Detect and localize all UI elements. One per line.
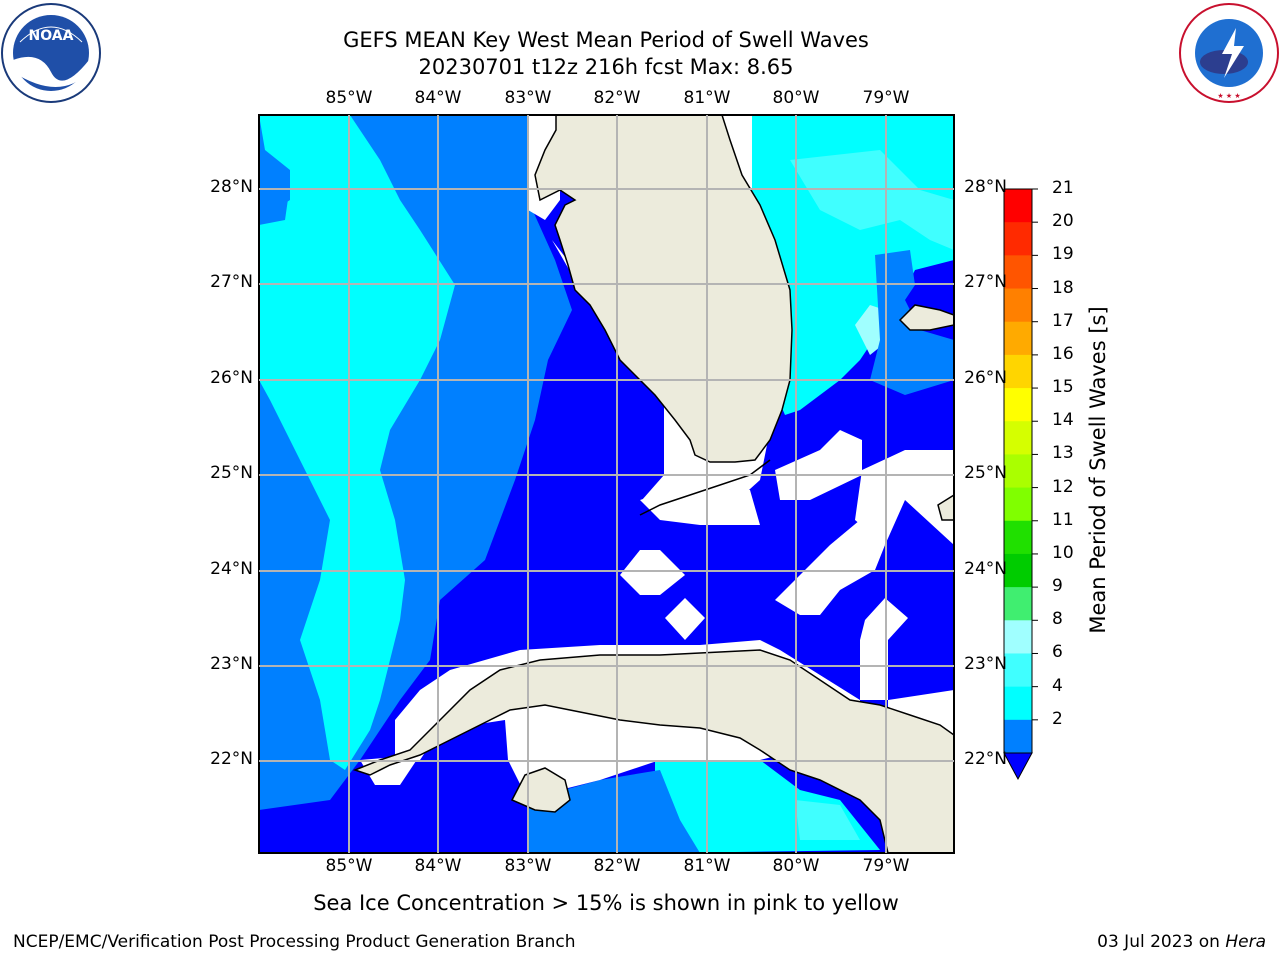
cuba-landmass — [352, 649, 954, 853]
colorbar-band — [1004, 354, 1032, 389]
credit-line: NCEP/EMC/Verification Post Processing Pr… — [13, 932, 576, 952]
lat-label-right: 26°N — [964, 368, 1007, 388]
florida-landmass — [534, 115, 793, 463]
lon-label-bottom: 83°W — [504, 856, 552, 876]
lat-label-left: 27°N — [210, 272, 253, 292]
lon-label-top: 85°W — [325, 88, 373, 108]
lat-label-right: 24°N — [964, 559, 1007, 579]
band-2-4-south — [528, 770, 700, 853]
lat-label-left: 25°N — [210, 463, 253, 483]
colorbar-extend-arrow — [1003, 752, 1033, 781]
band-6-8-south — [795, 800, 860, 840]
lat-label-right: 27°N — [964, 272, 1007, 292]
colorbar-tick-label: 15 — [1052, 377, 1074, 398]
colorbar-tick-label: 13 — [1052, 443, 1074, 464]
colorbar-frame — [1003, 188, 1033, 754]
colorbar-tick-label: 9 — [1052, 576, 1063, 597]
colorbar-band — [1004, 454, 1032, 489]
colorbar-band — [1004, 388, 1032, 422]
noaa-logo: NOAA — [1, 3, 101, 103]
map-subtitle: 20230701 t12z 216h fcst Max: 8.65 — [418, 55, 794, 79]
lon-label-top: 82°W — [593, 88, 641, 108]
graticule — [259, 115, 954, 853]
lon-label-bottom: 82°W — [593, 856, 641, 876]
colorbar — [1003, 188, 1038, 781]
lon-label-bottom: 84°W — [414, 856, 462, 876]
svg-text:★ ★ ★: ★ ★ ★ — [1217, 92, 1240, 100]
date-stamp: 03 Jul 2023 on Hera — [1097, 932, 1266, 952]
lon-label-top: 80°W — [772, 88, 820, 108]
colorbar-tick-label: 8 — [1052, 609, 1063, 630]
colorbar-tick-label: 20 — [1052, 211, 1074, 232]
bahamas-south — [937, 494, 954, 521]
map-frame — [258, 114, 955, 854]
noaa-logo-text: NOAA — [29, 28, 74, 44]
colorbar-band — [1004, 653, 1032, 688]
colorbar-tick-label: 16 — [1052, 343, 1074, 364]
colorbar-tick-label: 4 — [1052, 675, 1063, 696]
host-name: Hera — [1225, 932, 1266, 952]
map-title: GEFS MEAN Key West Mean Period of Swell … — [343, 28, 869, 52]
colorbar-band — [1004, 189, 1032, 223]
florida-keys — [639, 459, 771, 516]
colorbar-tick-label: 2 — [1052, 708, 1063, 729]
lat-label-right: 22°N — [964, 749, 1007, 769]
nws-logo: ★ ★ ★ — [1179, 3, 1279, 103]
colorbar-band — [1004, 255, 1032, 290]
lat-label-right: 25°N — [964, 463, 1007, 483]
colorbar-band — [1004, 222, 1032, 256]
colorbar-tick-label: 11 — [1052, 509, 1074, 530]
colorbar-tick-label: 14 — [1052, 410, 1074, 431]
colorbar-band — [1004, 587, 1032, 621]
colorbar-band — [1004, 288, 1032, 323]
colorbar-title: Mean Period of Swell Waves [s] — [1086, 306, 1110, 634]
lat-label-right: 28°N — [964, 177, 1007, 197]
lat-label-left: 24°N — [210, 559, 253, 579]
band-2-4-west — [259, 175, 290, 225]
colorbar-tick-label: 12 — [1052, 476, 1074, 497]
colorbar-band — [1004, 620, 1032, 654]
bahamas-andros — [898, 304, 954, 331]
colorbar-tick-label: 17 — [1052, 310, 1074, 331]
colorbar-band — [1004, 553, 1032, 588]
lon-label-top: 84°W — [414, 88, 462, 108]
map-field — [259, 115, 954, 853]
lon-label-top: 79°W — [862, 88, 910, 108]
lon-label-bottom: 85°W — [325, 856, 373, 876]
colorbar-band — [1004, 487, 1032, 522]
colorbar-band — [1004, 686, 1032, 721]
colorbar-band — [1004, 321, 1032, 356]
band-6-8-east — [790, 150, 954, 250]
land — [352, 115, 954, 853]
lat-label-left: 22°N — [210, 749, 253, 769]
lon-label-top: 83°W — [504, 88, 552, 108]
colorbar-band — [1004, 520, 1032, 555]
colorbar-band — [1004, 421, 1032, 455]
colorbar-tick-label: 19 — [1052, 244, 1074, 265]
date-text: 03 Jul 2023 on — [1097, 932, 1226, 952]
lon-label-bottom: 80°W — [772, 856, 820, 876]
colorbar-tick-label: 18 — [1052, 277, 1074, 298]
colorbar-tick-label: 10 — [1052, 542, 1074, 563]
lat-label-left: 23°N — [210, 654, 253, 674]
lon-label-bottom: 81°W — [683, 856, 731, 876]
lat-label-right: 23°N — [964, 654, 1007, 674]
colorbar-band — [1004, 719, 1032, 754]
colorbar-tick-label: 6 — [1052, 642, 1063, 663]
lon-label-bottom: 79°W — [862, 856, 910, 876]
band-4-6 — [259, 115, 455, 770]
lon-label-top: 81°W — [683, 88, 731, 108]
sea-ice-note: Sea Ice Concentration > 15% is shown in … — [313, 891, 899, 915]
colorbar-tick-label: 21 — [1052, 178, 1074, 198]
lat-label-left: 26°N — [210, 368, 253, 388]
lat-label-left: 28°N — [210, 177, 253, 197]
